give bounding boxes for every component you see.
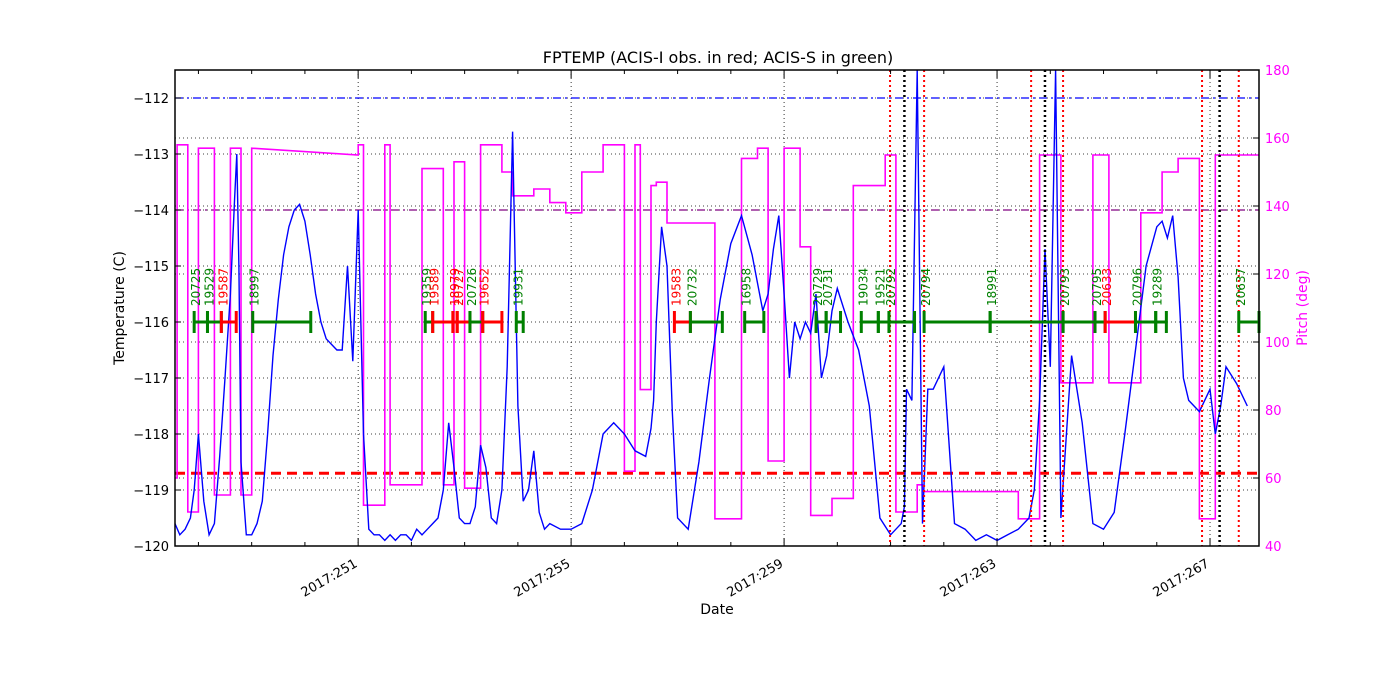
y-tick-label: −112 — [133, 92, 169, 107]
observation-label: 19587 — [216, 268, 230, 306]
observation-label: 20796 — [1130, 268, 1144, 306]
observation-label: 18997 — [248, 268, 262, 306]
observation-label: 20794 — [919, 268, 933, 306]
observation-19587: 19587 — [216, 268, 238, 333]
observation-label: 19931 — [511, 268, 525, 306]
observation-label: 20792 — [884, 268, 898, 306]
observation-19289: 19289 — [1151, 268, 1168, 333]
observation-20732: 20732 — [685, 268, 724, 333]
observation-label: 20726 — [465, 268, 479, 306]
y2-axis-label: Pitch (deg) — [1295, 270, 1311, 346]
observation-label: 19589 — [428, 268, 442, 306]
y2-tick-label: 80 — [1265, 404, 1282, 419]
y2-tick-label: 160 — [1265, 132, 1290, 147]
y-tick-label: −119 — [133, 484, 169, 499]
observation-label: 19034 — [856, 268, 870, 306]
y2-tick-label: 100 — [1265, 336, 1290, 351]
observation-label: 19521 — [873, 268, 887, 306]
chart-title: FPTEMP (ACIS-I obs. in red; ACIS-S in gr… — [543, 48, 893, 67]
y2-tick-label: 140 — [1265, 200, 1290, 215]
observation-label: 19583 — [669, 268, 683, 306]
reference-lines — [175, 97, 1259, 475]
temperature-line — [174, 69, 1248, 542]
observation-label: 19359 — [420, 268, 434, 306]
observation-label: 20732 — [685, 268, 699, 306]
y-axis-right: 40 60 80 100 120 140 160 180 — [1253, 64, 1290, 555]
y-axis-left: −120 −119 −118 −117 −116 −115 −114 −113 −112 — [133, 92, 181, 555]
observation-label: 20633 — [1100, 268, 1114, 306]
observation-label: 20793 — [1058, 268, 1072, 306]
observation-label: 19652 — [478, 268, 492, 306]
y-tick-label: −120 — [133, 540, 169, 555]
temperature-series — [174, 69, 1248, 542]
vertical-marker-lines — [889, 70, 1240, 546]
y2-tick-label: 120 — [1265, 268, 1290, 283]
plot-frame — [174, 69, 1260, 547]
y-tick-label: −118 — [133, 428, 169, 443]
observation-label: 20727 — [452, 268, 466, 306]
observation-19931: 19931 — [511, 268, 525, 333]
observation-label: 20637 — [1234, 268, 1248, 306]
y-axis-label: Temperature (C) — [112, 251, 128, 366]
y-tick-label: −116 — [133, 316, 169, 331]
observation-label: 20795 — [1090, 268, 1104, 306]
observation-16958: 16958 — [740, 268, 766, 333]
y-tick-label: −113 — [133, 148, 169, 163]
observation-label: 19529 — [202, 268, 216, 306]
observation-19652: 19652 — [478, 268, 504, 333]
observation-label: 20731 — [821, 268, 835, 306]
observation-label: 18991 — [985, 268, 999, 306]
observation-18997: 18997 — [248, 268, 313, 333]
observation-20792: 20792 — [884, 268, 917, 333]
y-tick-label: −114 — [133, 204, 169, 219]
y2-tick-label: 40 — [1265, 540, 1282, 555]
observation-19521: 19521 — [873, 268, 891, 333]
observation-label: 20725 — [189, 268, 203, 306]
y-tick-label: −117 — [133, 372, 169, 387]
observation-label: 19289 — [1151, 268, 1165, 306]
x-axis-label: Date — [700, 602, 733, 618]
observation-label: 20729 — [811, 268, 825, 306]
y2-tick-label: 60 — [1265, 472, 1282, 487]
observation-label: 18979 — [448, 268, 462, 306]
observation-label: 16958 — [740, 268, 754, 306]
y-tick-label: −115 — [133, 260, 169, 275]
y2-tick-label: 180 — [1265, 64, 1290, 79]
observation-20731: 20731 — [821, 268, 843, 333]
